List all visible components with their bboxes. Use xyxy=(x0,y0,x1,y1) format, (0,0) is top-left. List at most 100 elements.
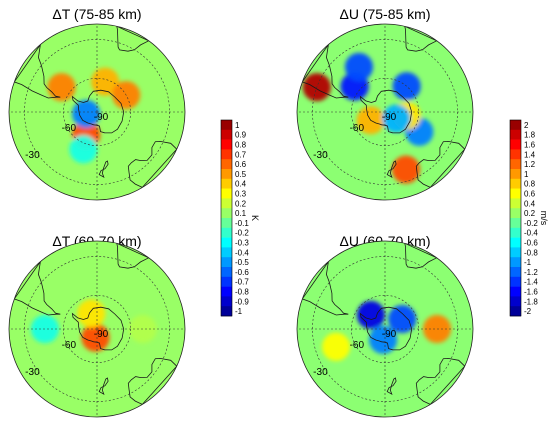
colorbar-unit: m/s xyxy=(539,211,549,226)
coastline-australia xyxy=(415,357,466,405)
colorbar-swatch xyxy=(221,149,232,160)
colorbar-tick-label: 0.1 xyxy=(235,209,247,218)
colorbar-tick-label: 0.7 xyxy=(235,150,247,159)
colorbar-swatch xyxy=(510,257,521,268)
colorbar-swatch xyxy=(510,169,521,180)
field-anomaly xyxy=(356,300,386,330)
colorbar-swatch xyxy=(221,208,232,219)
colorbar-tick-label: 0.5 xyxy=(235,170,247,179)
colorbar-tick-label: -0.4 xyxy=(524,229,538,238)
coastline-new-zealand xyxy=(386,377,397,395)
field-anomaly xyxy=(322,332,351,361)
coastline-new-zealand xyxy=(98,160,109,178)
colorbar-tick-label: 0.2 xyxy=(524,209,536,218)
coastline-africa xyxy=(116,242,150,269)
colorbar-swatch xyxy=(510,188,521,199)
latitude-label: -90 xyxy=(94,112,109,123)
colorbar-swatch xyxy=(221,159,232,170)
colorbar-tick-label: -0.2 xyxy=(524,219,538,228)
latitude-label: -30 xyxy=(313,367,328,378)
colorbar-swatch xyxy=(510,218,521,229)
coastline-south-america xyxy=(13,44,61,99)
coastline-africa xyxy=(404,242,438,269)
colorbar-swatch xyxy=(510,276,521,287)
colorbar-tick-label: 1.8 xyxy=(524,131,536,140)
latitude-label: -30 xyxy=(313,150,328,161)
colorbar-swatch xyxy=(221,129,232,140)
polar-map-dT-60-70: -90 -60 -30 xyxy=(8,240,186,418)
latitude-label: -30 xyxy=(25,367,40,378)
field-anomaly xyxy=(47,73,76,102)
polar-map-dU-60-70: -90 -60 -30 xyxy=(296,240,474,418)
latitude-label: -90 xyxy=(94,329,109,340)
field-anomaly xyxy=(382,104,411,133)
colorbar-swatch xyxy=(221,218,232,229)
map-boundary xyxy=(296,240,474,418)
colorbar-tick-label: -0.6 xyxy=(524,239,538,248)
colorbar-swatch xyxy=(221,139,232,150)
field-anomaly xyxy=(391,155,421,184)
colorbar-swatch xyxy=(510,237,521,248)
colorbar-tick-label: -0.1 xyxy=(235,219,249,228)
colorbar-tick-label: -0.5 xyxy=(235,258,249,267)
colorbar-swatch xyxy=(510,227,521,238)
colorbar-tick-label: -0.3 xyxy=(235,239,249,248)
panel-title: ΔT (75-85 km) xyxy=(52,6,141,22)
colorbar-swatch xyxy=(221,237,232,248)
latitude-label: -60 xyxy=(62,340,77,351)
colorbar-tick-label: 0.8 xyxy=(524,180,536,189)
colorbar-unit: K xyxy=(250,215,260,221)
colorbar-frame xyxy=(220,119,233,317)
colorbar-tick-label: 1.4 xyxy=(524,150,536,159)
colorbar-swatch xyxy=(510,247,521,258)
field-anomaly xyxy=(81,323,110,352)
coastline-australia xyxy=(127,357,178,405)
latitude-label: -30 xyxy=(25,150,40,161)
panel-title: ΔU (75-85 km) xyxy=(339,6,430,22)
colorbar-swatch xyxy=(510,129,521,140)
colorbar-swatch xyxy=(221,120,232,131)
colorbar-tick-label: 0.4 xyxy=(235,180,247,189)
coastline-antarctica xyxy=(359,89,413,134)
colorbar-swatch xyxy=(221,296,232,307)
colorbar-tick-label: -0.6 xyxy=(235,268,249,277)
field-anomaly xyxy=(91,67,120,96)
field-anomaly xyxy=(72,99,101,128)
colorbar-swatch xyxy=(510,139,521,150)
colorbar-swatch xyxy=(510,296,521,307)
colorbar-tick-label: 0.8 xyxy=(235,141,247,150)
colorbar-swatch xyxy=(510,306,521,317)
colorbar-tick-label: -0.8 xyxy=(524,248,538,257)
temperature-colorbar: 10.90.80.70.60.50.40.30.20.1-0.1-0.2-0.3… xyxy=(220,119,260,317)
latitude-label: -60 xyxy=(350,123,365,134)
latitude-label: -90 xyxy=(382,112,397,123)
colorbar-tick-label: -1 xyxy=(235,307,243,316)
colorbar-tick-label: 0.6 xyxy=(235,160,247,169)
field-anomaly xyxy=(388,304,417,334)
latitude-label: -60 xyxy=(350,340,365,351)
colorbar-tick-label: -1.2 xyxy=(524,268,538,277)
map-boundary xyxy=(8,240,186,418)
coastline-antarctica xyxy=(71,89,125,134)
colorbar-swatch xyxy=(221,257,232,268)
colorbar-tick-label: -1 xyxy=(524,258,532,267)
colorbar-swatch xyxy=(510,267,521,278)
colorbar-tick-label: 0.2 xyxy=(235,199,247,208)
colorbar-swatch xyxy=(510,208,521,219)
map-boundary xyxy=(8,23,186,201)
colorbar-tick-label: 1 xyxy=(524,170,529,179)
field-anomaly xyxy=(69,135,98,164)
colorbar-swatch xyxy=(510,198,521,209)
coastline-africa xyxy=(404,25,438,52)
coastline-australia xyxy=(415,140,466,188)
colorbar-swatch xyxy=(221,188,232,199)
colorbar-swatch xyxy=(221,276,232,287)
map-boundary xyxy=(296,23,474,201)
colorbar-swatch xyxy=(510,120,521,131)
coastline-antarctica xyxy=(359,306,413,351)
coastline-south-america xyxy=(301,261,349,316)
wind-colorbar: 21.81.61.41.210.80.60.40.2-0.2-0.4-0.6-0… xyxy=(509,119,549,317)
coastline-africa xyxy=(116,25,150,52)
polar-map-dU-75-85: -90 -60 -30 xyxy=(296,23,474,201)
